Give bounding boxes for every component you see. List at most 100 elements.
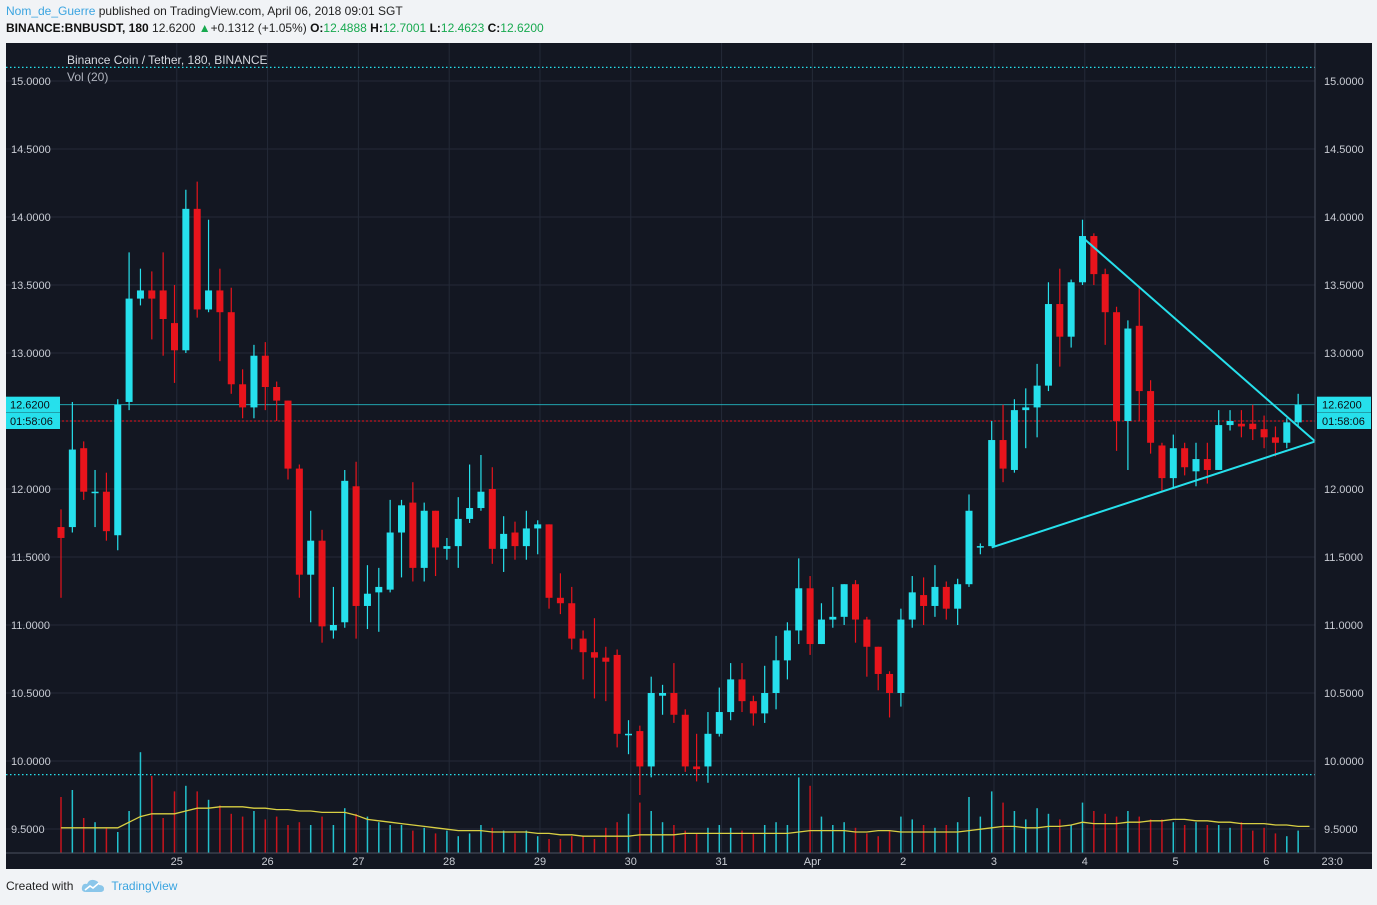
candle xyxy=(545,524,553,609)
candle xyxy=(886,671,894,718)
volume-bar xyxy=(309,825,312,853)
x-tick-label: 6 xyxy=(1263,856,1269,868)
volume-bar xyxy=(332,825,335,853)
volume-bar xyxy=(1081,802,1084,853)
candle xyxy=(704,712,712,783)
y-tick-label-right: 11.5000 xyxy=(1324,552,1363,564)
volume-bar xyxy=(1183,825,1186,853)
candle-body xyxy=(931,586,939,606)
candle xyxy=(727,663,735,721)
right-price-axis[interactable]: 15.000014.500014.000013.500013.000012.50… xyxy=(1324,76,1364,836)
candle-body xyxy=(795,588,803,631)
candle xyxy=(227,287,235,394)
trendlines[interactable] xyxy=(991,236,1316,549)
y-tick-label-left: 11.0000 xyxy=(11,620,50,632)
candle-body xyxy=(284,400,292,469)
candle-body xyxy=(352,486,360,606)
volume-bar xyxy=(911,819,913,853)
volume-bar xyxy=(582,836,584,853)
volume-bar xyxy=(480,825,482,853)
candle xyxy=(91,469,99,528)
volume-bar xyxy=(990,791,993,853)
candle-body xyxy=(341,480,349,623)
candle xyxy=(1158,442,1166,492)
candle xyxy=(590,618,598,699)
volume-bar xyxy=(355,813,357,853)
y-tick-label-right: 10.0000 xyxy=(1324,756,1364,768)
volume-bar xyxy=(605,827,607,853)
candle xyxy=(829,586,837,628)
candle xyxy=(568,586,576,650)
volume-bar xyxy=(593,839,596,853)
y-tick-label-left: 14.5000 xyxy=(11,144,51,156)
volume-bar xyxy=(673,825,675,853)
candle-body xyxy=(874,646,882,674)
volume-bars xyxy=(60,752,1299,853)
created-with-text: Created with xyxy=(6,879,74,893)
candle xyxy=(965,494,973,587)
candle-body xyxy=(704,733,712,767)
y-tick-label-right: 10.5000 xyxy=(1324,688,1364,700)
volume-bar xyxy=(151,776,153,853)
candle xyxy=(250,344,258,419)
volume-bar xyxy=(843,822,845,853)
candle-body xyxy=(1169,448,1177,479)
candle xyxy=(1022,388,1030,449)
price-chart[interactable]: 15.000014.500014.000013.500013.000012.50… xyxy=(6,43,1372,869)
close-label: C: xyxy=(487,21,501,35)
candle xyxy=(1169,434,1177,489)
left-price-axis[interactable]: 15.000014.500014.000013.500013.000012.50… xyxy=(11,76,51,836)
candle-body xyxy=(636,731,644,767)
volume-bar xyxy=(502,830,505,853)
candle xyxy=(409,482,417,582)
candle xyxy=(352,461,360,639)
candle xyxy=(772,635,780,710)
candle-body xyxy=(761,693,769,714)
x-tick-label: 26 xyxy=(261,856,273,868)
candle xyxy=(375,567,383,632)
low-value: 12.4623 xyxy=(440,21,485,35)
candle-body xyxy=(91,491,99,494)
x-tick-label: Apr xyxy=(804,856,821,868)
candle-body xyxy=(568,603,576,639)
volume-bar xyxy=(571,836,573,853)
candle-body xyxy=(477,491,485,509)
candle-body xyxy=(534,524,542,529)
candle-body xyxy=(806,588,814,645)
price-tags: 12.6200 12.6200 01:58:06 01:58:06 xyxy=(6,396,1371,429)
candle-body xyxy=(625,733,632,736)
candle-body xyxy=(545,524,553,598)
volume-bar xyxy=(389,825,391,853)
volume-bar xyxy=(321,816,323,853)
volume-bar xyxy=(105,827,108,853)
volume-bar xyxy=(94,822,96,853)
y-tick-label-left: 14.0000 xyxy=(11,212,51,224)
candle xyxy=(68,401,76,533)
candle-body xyxy=(102,491,110,532)
candle xyxy=(897,608,905,707)
candle xyxy=(307,510,315,623)
volume-bar xyxy=(1093,811,1095,853)
candle xyxy=(1181,442,1189,476)
volume-bar xyxy=(1138,816,1140,853)
candle xyxy=(488,467,496,564)
time-axis[interactable]: 25 26 27 28 29 30 31 Apr 2 3 4 5 6 23:0 xyxy=(171,856,1343,868)
up-arrow-icon: ▲ xyxy=(198,21,211,35)
volume-bar xyxy=(888,830,891,853)
author-link[interactable]: Nom_de_Guerre xyxy=(6,4,96,18)
candle xyxy=(840,584,848,625)
candle xyxy=(988,421,996,547)
volume-bar xyxy=(684,830,686,853)
candle xyxy=(239,369,247,419)
x-tick-label: 31 xyxy=(715,856,727,868)
candle-body xyxy=(693,766,701,770)
candle-body xyxy=(522,528,530,547)
candle xyxy=(1237,410,1245,438)
candle-body xyxy=(1056,304,1064,337)
tradingview-link[interactable]: TradingView xyxy=(81,879,177,893)
candle-body xyxy=(409,502,417,568)
open-label: O: xyxy=(310,21,324,35)
candle-body xyxy=(852,584,859,620)
volume-bar xyxy=(162,818,164,853)
candle xyxy=(852,580,859,643)
